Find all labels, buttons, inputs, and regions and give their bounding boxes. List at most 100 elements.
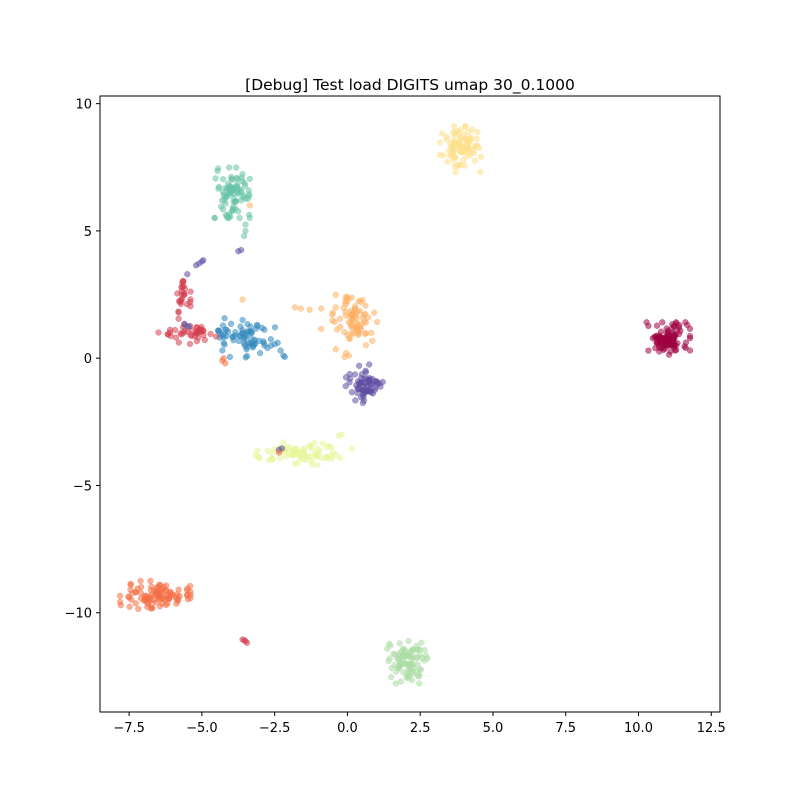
scatter-point-cluster-10: [408, 676, 416, 684]
scatter-point: [240, 637, 248, 644]
scatter-point-cluster-5: [261, 326, 268, 333]
scatter-point: [187, 299, 194, 306]
scatter-point-cluster-1: [467, 149, 474, 156]
scatter-point: [329, 309, 337, 316]
scatter-point-cluster-10: [417, 666, 425, 673]
scatter-point: [264, 344, 271, 352]
scatter-point-cluster-9: [163, 593, 171, 600]
scatter-point-cluster-4: [365, 388, 372, 395]
scatter-point: [291, 304, 299, 311]
scatter-point-cluster-1: [452, 168, 459, 176]
scatter-point-cluster-8: [306, 442, 313, 450]
x-tick-label: 7.5: [555, 721, 576, 736]
scatter-point-cluster-1: [447, 140, 454, 147]
scatter-point-cluster-6: [186, 340, 194, 348]
scatter-point-cluster-5: [219, 322, 227, 329]
scatter-point-cluster-7: [187, 288, 194, 295]
scatter-point-cluster-2: [233, 164, 240, 171]
scatter-point-cluster-10: [414, 654, 421, 661]
scatter-point-cluster-7: [178, 291, 185, 298]
scatter-point-cluster-2: [212, 175, 219, 182]
scatter-point-cluster-3: [345, 319, 352, 326]
y-tick-label: 5: [84, 225, 92, 240]
scatter-point-cluster-1: [438, 130, 446, 137]
scatter-point: [200, 257, 207, 264]
scatter-point-cluster-3: [365, 314, 372, 321]
scatter-point-cluster-1: [469, 126, 476, 133]
scatter-point-cluster-3: [351, 323, 359, 331]
scatter-point-cluster-1: [462, 123, 469, 130]
scatter-point-cluster-0: [656, 344, 663, 351]
scatter-point-cluster-5: [248, 328, 255, 336]
scatter-point-cluster-2: [246, 214, 253, 222]
scatter-point-cluster-9: [137, 577, 144, 585]
chart-title: [Debug] Test load DIGITS umap 30_0.1000: [245, 76, 575, 95]
scatter-point-cluster-9: [134, 585, 141, 592]
scatter-point-cluster-7: [179, 280, 186, 287]
scatter-point-cluster-6: [175, 339, 182, 346]
scatter-point-cluster-0: [659, 319, 666, 326]
scatter-point: [242, 227, 249, 235]
scatter-point-cluster-1: [443, 133, 450, 140]
scatter-point-cluster-7: [175, 298, 183, 305]
scatter-point-cluster-10: [404, 669, 411, 676]
scatter-point-cluster-1: [475, 144, 483, 152]
scatter-point-cluster-3: [352, 311, 359, 318]
scatter-point-cluster-2: [221, 197, 228, 204]
scatter-point-cluster-0: [645, 347, 652, 354]
scatter-point-cluster-8: [294, 459, 302, 466]
scatter-point-cluster-0: [675, 330, 683, 338]
scatter-point-cluster-10: [392, 680, 399, 687]
scatter-point: [184, 271, 191, 278]
scatter-point-cluster-9: [164, 600, 171, 607]
scatter-point-cluster-0: [672, 346, 680, 354]
scatter-point-cluster-3: [341, 328, 348, 336]
scatter-point-cluster-4: [348, 389, 356, 396]
scatter-point-cluster-2: [229, 176, 236, 183]
scatter-point-cluster-8: [280, 439, 287, 446]
scatter-point-cluster-1: [436, 139, 444, 146]
x-tick-label: −2.5: [259, 721, 291, 736]
scatter-point-cluster-5: [232, 329, 239, 336]
scatter-point-cluster-4: [354, 385, 361, 393]
scatter-point-cluster-1: [444, 158, 451, 165]
scatter-point-cluster-6: [212, 333, 220, 340]
scatter-point-cluster-6: [200, 331, 207, 339]
scatter-point: [355, 362, 363, 369]
scatter-point-cluster-3: [369, 337, 376, 344]
scatter-point-cluster-8: [327, 444, 334, 451]
scatter-point: [239, 316, 246, 324]
scatter-point-cluster-10: [416, 673, 423, 680]
scatter-point-cluster-9: [126, 603, 133, 610]
scatter-point-cluster-2: [215, 183, 223, 191]
y-tick-label: 10: [75, 98, 92, 113]
scatter-point: [318, 325, 325, 333]
scatter-point-cluster-9: [132, 600, 139, 607]
scatter-point: [341, 353, 348, 361]
scatter-point-cluster-10: [421, 647, 428, 654]
scatter-point-cluster-5: [244, 339, 251, 347]
scatter-point: [318, 305, 325, 312]
scatter-point-cluster-4: [379, 378, 386, 386]
scatter-point-cluster-9: [148, 583, 155, 590]
x-tick-label: −7.5: [113, 721, 145, 736]
scatter-point-cluster-5: [220, 331, 227, 338]
scatter-point-cluster-1: [473, 135, 480, 142]
scatter-point-cluster-0: [669, 338, 676, 345]
scatter-point-cluster-9: [157, 581, 164, 589]
scatter-point-cluster-8: [256, 454, 263, 462]
scatter-point-cluster-4: [365, 376, 373, 384]
ticks-layer: −7.5 −5.0 −2.5 0.0 2.5 5.0 7.5 10.0 12.5 10 5 0 −5 −1…: [65, 98, 726, 736]
scatter-point-cluster-9: [187, 594, 194, 602]
scatter-point-cluster-1: [474, 128, 481, 136]
scatter-point: [297, 305, 304, 312]
scatter-point: [246, 202, 254, 209]
scatter-point-cluster-9: [147, 592, 155, 599]
scatter-point-cluster-10: [406, 652, 413, 660]
scatter-point-cluster-8: [337, 454, 344, 462]
scatter-point-cluster-4: [371, 377, 378, 384]
scatter-point-cluster-9: [144, 603, 151, 611]
scatter-point-cluster-3: [342, 312, 349, 319]
